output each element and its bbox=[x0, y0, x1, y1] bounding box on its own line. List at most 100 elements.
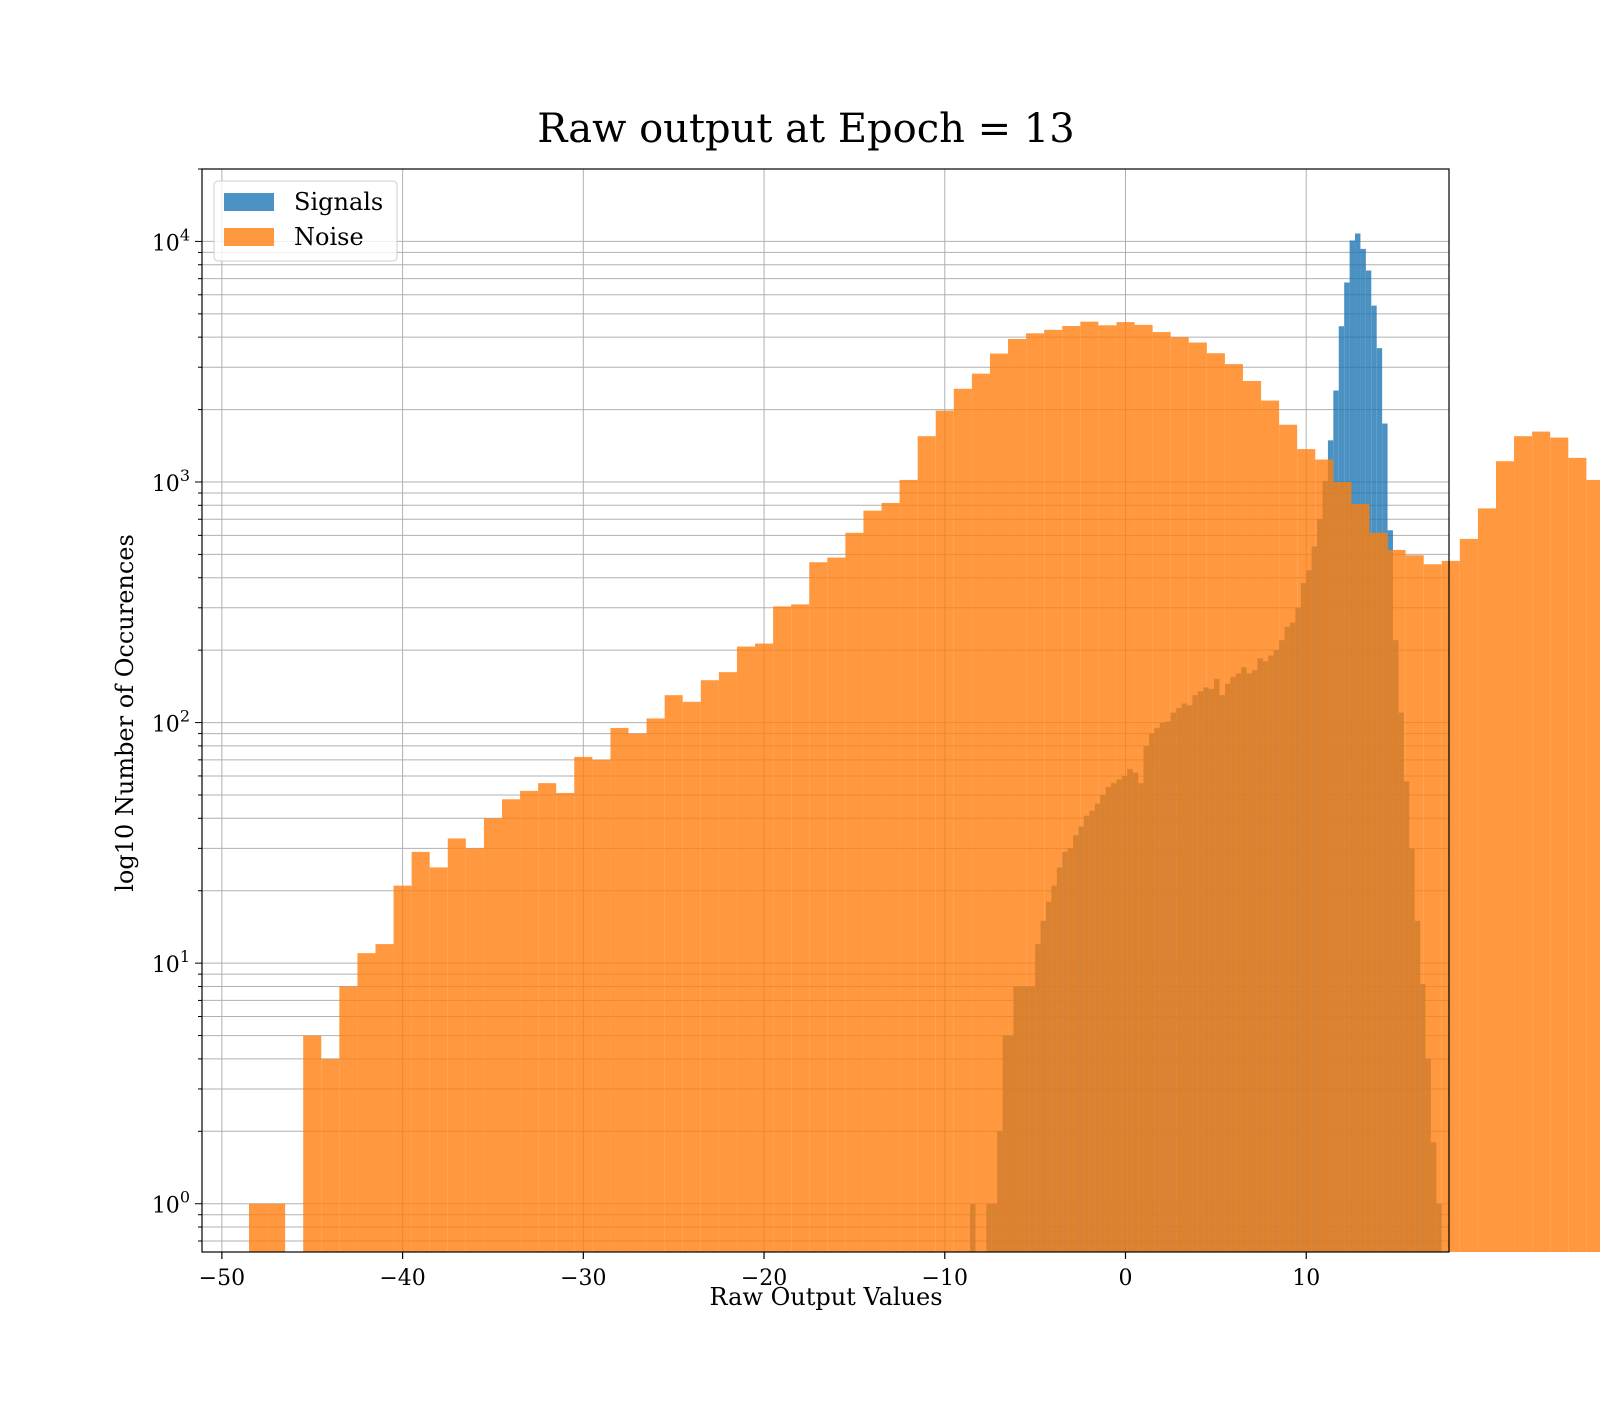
bar-noise bbox=[917, 436, 936, 1252]
bar-noise bbox=[664, 695, 683, 1252]
bar-noise bbox=[646, 718, 665, 1252]
bar-noise bbox=[1206, 353, 1225, 1253]
bar-noise bbox=[357, 953, 376, 1252]
bar-noise bbox=[556, 792, 575, 1252]
chart-title: Raw output at Epoch = 13 bbox=[537, 106, 1074, 152]
bar-noise bbox=[1351, 504, 1370, 1252]
bar-noise bbox=[538, 783, 557, 1252]
bar-noise bbox=[736, 646, 756, 1252]
bar-noise bbox=[248, 1203, 268, 1252]
bar-noise bbox=[1315, 459, 1334, 1253]
bar-noise bbox=[1044, 329, 1063, 1252]
x-tick-label: −30 bbox=[560, 1266, 606, 1291]
bar-noise bbox=[1297, 449, 1316, 1252]
bar-noise bbox=[1170, 337, 1189, 1252]
bar-noise bbox=[1188, 342, 1207, 1252]
y-tick-label: 104 bbox=[152, 225, 190, 256]
legend: Signals Noise bbox=[213, 180, 398, 262]
plot-frame bbox=[201, 168, 1450, 1253]
bar-noise bbox=[267, 1203, 286, 1252]
bar-noise bbox=[393, 885, 412, 1252]
bar-noise bbox=[1008, 339, 1027, 1252]
bar-noise bbox=[411, 851, 430, 1252]
bar-noise bbox=[1062, 326, 1081, 1252]
x-tick-label: −40 bbox=[379, 1266, 425, 1291]
bar-noise bbox=[1279, 424, 1298, 1253]
bar-noise bbox=[1080, 321, 1099, 1253]
bar-noise bbox=[1405, 555, 1424, 1252]
legend-label-signals: Signals bbox=[294, 188, 383, 216]
bar-noise bbox=[845, 532, 864, 1252]
bar-noise bbox=[1026, 333, 1045, 1252]
bar-noise bbox=[700, 680, 719, 1252]
bar-noise bbox=[1242, 380, 1262, 1252]
bar-noise bbox=[1514, 436, 1533, 1252]
bar-noise bbox=[303, 1035, 322, 1252]
bar-noise bbox=[899, 479, 918, 1252]
bar-noise bbox=[1261, 400, 1280, 1253]
bar-noise bbox=[755, 643, 774, 1252]
bar-noise bbox=[610, 727, 629, 1252]
bar-noise bbox=[447, 838, 466, 1252]
x-tick-label: −50 bbox=[199, 1266, 245, 1291]
bar-noise bbox=[1224, 364, 1243, 1252]
bar-noise bbox=[483, 818, 503, 1252]
bar-noise bbox=[429, 867, 448, 1252]
bar-noise bbox=[1459, 538, 1478, 1252]
bar-noise bbox=[1152, 332, 1171, 1253]
x-tick-label: −20 bbox=[741, 1266, 787, 1291]
axis-ticks: −50 −40 −30 −20 −10 0 10 100 101 102 103 104 bbox=[152, 168, 1320, 1291]
bar-noise bbox=[682, 701, 701, 1252]
bar-noise bbox=[1116, 322, 1135, 1252]
bar-noise bbox=[1586, 479, 1600, 1252]
bar-noise bbox=[1387, 549, 1406, 1252]
bar-noise bbox=[502, 799, 521, 1252]
bar-noise bbox=[574, 756, 593, 1252]
bar-noise bbox=[1532, 431, 1551, 1253]
bar-noise bbox=[809, 562, 828, 1252]
bar-noise bbox=[339, 986, 358, 1252]
legend-label-noise: Noise bbox=[294, 223, 364, 251]
x-tick-label: 10 bbox=[1292, 1266, 1320, 1291]
bar-noise bbox=[628, 733, 647, 1252]
x-axis-label: Raw Output Values bbox=[709, 1283, 942, 1311]
x-tick-label: 0 bbox=[1119, 1266, 1133, 1291]
y-tick-label: 101 bbox=[152, 947, 190, 978]
bar-noise bbox=[375, 944, 394, 1252]
y-tick-label: 100 bbox=[152, 1188, 190, 1219]
bar-noise bbox=[881, 502, 900, 1252]
bar-noise bbox=[592, 759, 611, 1252]
bar-noise bbox=[791, 604, 810, 1252]
bar-noise bbox=[1098, 325, 1117, 1253]
bar-noise bbox=[520, 790, 539, 1252]
bar-noise bbox=[1550, 437, 1569, 1252]
bar-noise bbox=[1134, 324, 1153, 1252]
histogram-bars bbox=[248, 233, 1600, 1253]
bar-noise bbox=[718, 672, 737, 1252]
bar-noise bbox=[1495, 461, 1515, 1252]
series-noise bbox=[248, 321, 1600, 1253]
bar-noise bbox=[1369, 532, 1388, 1252]
bar-noise bbox=[863, 510, 882, 1252]
bar-noise bbox=[1568, 457, 1587, 1253]
bar-noise bbox=[1423, 564, 1442, 1252]
bar-noise bbox=[1477, 508, 1496, 1253]
bar-noise bbox=[971, 373, 990, 1253]
legend-swatch-noise bbox=[224, 228, 274, 246]
bar-noise bbox=[1441, 560, 1460, 1252]
bar-noise bbox=[321, 1058, 340, 1252]
y-axis-label: log10 Number of Occurences bbox=[111, 534, 139, 892]
bar-noise bbox=[1333, 481, 1352, 1252]
x-tick-label: −10 bbox=[922, 1266, 968, 1291]
bar-noise bbox=[989, 353, 1009, 1253]
y-tick-label: 102 bbox=[152, 707, 190, 738]
bar-noise bbox=[773, 606, 792, 1252]
y-tick-label: 103 bbox=[152, 466, 190, 497]
legend-swatch-signals bbox=[224, 193, 274, 211]
bar-noise bbox=[827, 557, 846, 1252]
bar-noise bbox=[935, 410, 954, 1252]
bar-noise bbox=[953, 388, 972, 1253]
bar-noise bbox=[465, 848, 484, 1252]
